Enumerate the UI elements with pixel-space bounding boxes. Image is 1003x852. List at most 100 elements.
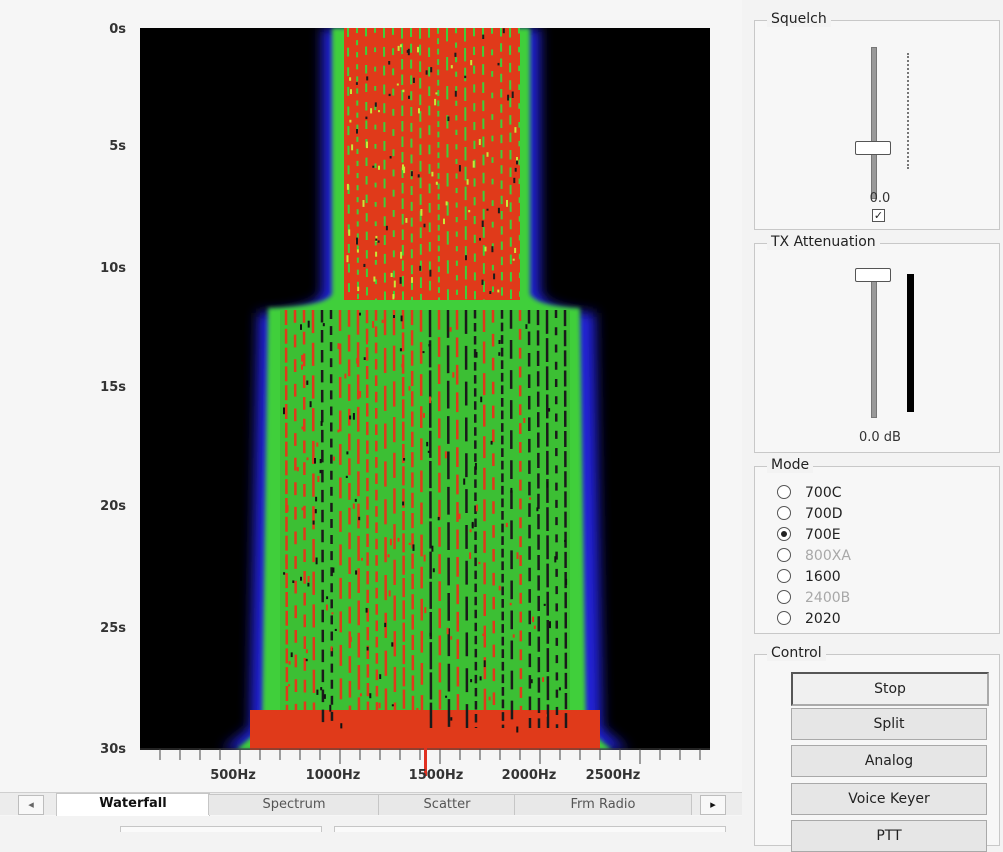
- speckle: [431, 171, 434, 177]
- speckle: [502, 28, 505, 34]
- ptt-button[interactable]: PTT: [791, 820, 987, 852]
- speckle: [450, 636, 453, 640]
- squelch-slider-track[interactable]: [871, 47, 877, 199]
- speckle: [443, 218, 445, 225]
- speckle: [389, 538, 392, 546]
- tab-frm-radio[interactable]: Frm Radio: [514, 794, 692, 815]
- speckle: [403, 166, 406, 174]
- tab-waterfall[interactable]: Waterfall: [56, 793, 210, 816]
- speckle: [469, 529, 472, 533]
- carrier-line: [491, 28, 494, 301]
- mode-option-700d[interactable]: 700D: [777, 504, 843, 524]
- speckle: [478, 139, 481, 145]
- carrier-line: [347, 28, 350, 301]
- speckle: [403, 458, 406, 461]
- speckle: [301, 355, 304, 362]
- x-label-500: 500Hz: [210, 768, 256, 783]
- mode-option-700c[interactable]: 700C: [777, 483, 842, 503]
- speckle: [489, 291, 492, 294]
- speckle: [542, 677, 545, 682]
- y-label-5: 5s: [109, 139, 126, 154]
- carrier-line: [374, 309, 379, 729]
- speckle: [393, 280, 396, 288]
- speckle: [314, 509, 317, 514]
- radio-checked-icon: [777, 527, 791, 541]
- carrier-line: [563, 309, 568, 729]
- speckle: [387, 554, 390, 558]
- speckle: [522, 712, 525, 717]
- speckle: [536, 507, 539, 512]
- speckle: [363, 357, 366, 360]
- speckle: [488, 696, 491, 701]
- squelch-checkbox[interactable]: ✓: [872, 209, 885, 222]
- tab-scroll-left-icon[interactable]: ◂: [18, 795, 44, 815]
- speckle: [369, 693, 372, 699]
- waterfall-display[interactable]: [140, 28, 710, 750]
- mode-option-label: 700E: [805, 527, 841, 543]
- speckle: [498, 340, 501, 344]
- radio-icon: [777, 590, 791, 604]
- speckle: [337, 343, 340, 349]
- speckle: [292, 580, 295, 583]
- status-segment: [120, 826, 322, 832]
- speckle: [300, 576, 302, 581]
- split-button[interactable]: Split: [791, 708, 987, 740]
- tuning-marker[interactable]: [424, 748, 427, 776]
- speckle: [402, 501, 405, 506]
- carrier-lines: [283, 28, 568, 733]
- mode-option-label: 700D: [805, 506, 843, 522]
- speckle: [356, 358, 359, 364]
- squelch-level-ticks: [907, 53, 915, 169]
- speckle: [349, 415, 352, 420]
- carrier-line: [554, 309, 559, 729]
- speckle: [509, 602, 512, 606]
- tx-attenuation-slider-thumb[interactable]: [855, 268, 891, 282]
- speckle: [399, 44, 402, 48]
- speckle: [554, 556, 557, 563]
- speckle: [366, 652, 369, 658]
- voice-keyer-button[interactable]: Voice Keyer: [791, 783, 987, 815]
- y-label-10: 10s: [100, 261, 126, 276]
- speckle: [482, 633, 485, 636]
- stop-button[interactable]: Stop: [791, 672, 989, 706]
- speckle: [315, 496, 318, 502]
- speckle: [420, 355, 423, 360]
- speckle: [356, 237, 358, 245]
- speckle: [377, 240, 380, 243]
- speckle: [497, 289, 500, 293]
- speckle: [470, 60, 473, 66]
- speckle: [396, 83, 399, 86]
- mode-option-2020[interactable]: 2020: [777, 609, 841, 629]
- mode-option-700e[interactable]: 700E: [777, 525, 841, 545]
- speckle: [412, 77, 415, 83]
- mode-option-1600[interactable]: 1600: [777, 567, 841, 587]
- speckle: [532, 616, 535, 623]
- speckle: [296, 467, 299, 472]
- speckle: [375, 251, 378, 257]
- carrier-line: [365, 28, 368, 301]
- mode-option-label: 1600: [805, 569, 841, 585]
- speckle: [435, 181, 438, 185]
- analog-button[interactable]: Analog: [791, 745, 987, 777]
- tab-scroll-right-icon[interactable]: ▸: [700, 795, 726, 815]
- speckle: [356, 320, 359, 327]
- x-label-2500: 2500Hz: [585, 768, 641, 783]
- y-label-20: 20s: [100, 499, 126, 514]
- speckle: [548, 408, 551, 412]
- speckle: [447, 116, 450, 122]
- radio-icon: [777, 569, 791, 583]
- speckle: [420, 209, 423, 216]
- speckle: [346, 183, 349, 190]
- tx-attenuation-title: TX Attenuation: [767, 234, 880, 250]
- carrier-line: [347, 309, 352, 729]
- speckle: [372, 321, 375, 328]
- tab-spectrum[interactable]: Spectrum: [208, 794, 380, 815]
- speckle: [359, 391, 362, 398]
- speckle: [379, 674, 382, 679]
- tab-scatter[interactable]: Scatter: [378, 794, 516, 815]
- tx-attenuation-slider-track[interactable]: [871, 274, 877, 418]
- squelch-slider-thumb[interactable]: [855, 141, 891, 155]
- speckle: [361, 557, 363, 561]
- carrier-line: [338, 309, 343, 729]
- speckle: [470, 679, 473, 683]
